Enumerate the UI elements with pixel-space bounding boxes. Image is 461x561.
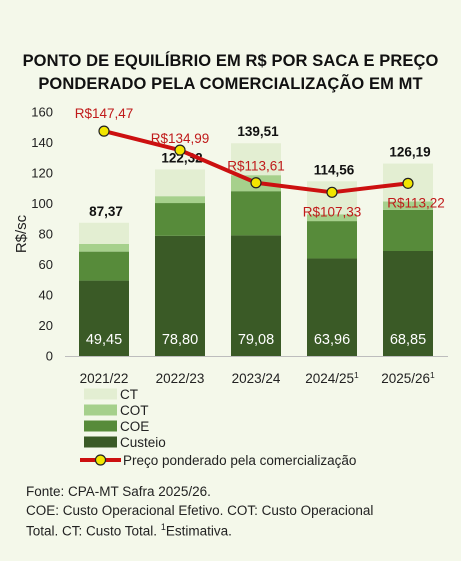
custeio-value-label: 79,08 (238, 332, 274, 348)
legend-label-ct: CT (120, 387, 138, 402)
definitions-note-continued: Total. CT: Custo Total. 1Estimativa. (26, 522, 232, 539)
y-tick-label: 100 (31, 196, 53, 211)
y-tick-label: 40 (39, 288, 53, 303)
total-value-label: 87,37 (89, 204, 123, 219)
bar-segment-cot (155, 196, 205, 204)
price-marker (98, 125, 110, 137)
y-tick-label: 80 (39, 227, 53, 242)
bar-segment-coe (155, 203, 205, 236)
bar-segment-custeio (231, 235, 281, 356)
bar-segment-coe (383, 209, 433, 252)
custeio-value-label: 63,96 (314, 332, 350, 348)
bar-segment-custeio (155, 235, 205, 356)
legend-swatch-price-marker (94, 454, 107, 466)
chart-title-line-2: PONDERADO PELA COMERCIALIZAÇÃO EM MT (38, 75, 423, 93)
total-value-label: 114,56 (314, 162, 355, 177)
estimate-superscript: 1 (160, 522, 166, 532)
legend-label-custeio: Custeio (120, 435, 166, 450)
bar-segment-ct (231, 143, 281, 176)
custeio-value-label: 68,85 (390, 332, 426, 348)
bar-segment-cot (307, 214, 357, 222)
y-tick-label: 140 (31, 135, 53, 150)
definitions-text: Total. CT: Custo Total. (26, 523, 161, 539)
bar-segment-ct (79, 222, 129, 244)
price-value-label: R$107,33 (303, 204, 362, 219)
bar-segment-custeio (383, 251, 433, 356)
price-value-label: R$147,47 (75, 106, 134, 121)
x-tick-label: 2022/23 (156, 371, 205, 386)
x-tick-label: 2023/24 (232, 371, 281, 386)
legend-swatch-custeio (84, 436, 117, 448)
bar-segment-coe (307, 221, 357, 259)
x-tick-superscript: 1 (430, 370, 435, 380)
estimate-text: Estimativa. (165, 523, 232, 539)
legend-swatch-ct (84, 388, 117, 400)
custeio-value-label: 49,45 (86, 332, 122, 348)
price-marker (174, 144, 186, 156)
legend-label-cot: COT (120, 403, 149, 418)
custeio-value-label: 78,80 (162, 332, 198, 348)
price-marker (326, 186, 338, 198)
bar-segment-coe (231, 191, 281, 236)
x-tick-label: 2025/261 (381, 370, 435, 386)
legend-swatch-cot (84, 404, 117, 416)
y-axis-label: R$/sc (13, 214, 30, 253)
y-tick-label: 20 (39, 318, 53, 333)
source-note: Fonte: CPA-MT Safra 2025/26. (26, 484, 211, 499)
legend-label-coe: COE (120, 419, 149, 434)
y-tick-label: 0 (46, 349, 53, 364)
x-tick-label: 2024/251 (305, 370, 359, 386)
price-value-label: R$134,99 (151, 131, 210, 146)
bar-segment-custeio (307, 258, 357, 356)
legend-label-price: Preço ponderado pela comercialização (123, 453, 356, 468)
bar-segment-cot (383, 201, 433, 210)
total-value-label: 139,51 (237, 124, 279, 139)
x-tick-superscript: 1 (354, 370, 359, 380)
bar-segment-custeio (79, 280, 129, 356)
price-marker (402, 177, 414, 189)
definitions-note: COE: Custo Operacional Efetivo. COT: Cus… (26, 503, 374, 518)
price-value-label: R$113,22 (387, 195, 445, 210)
legend-swatch-coe (84, 420, 117, 432)
chart-title-line-1: PONTO DE EQUILÍBRIO EM R$ POR SACA E PRE… (22, 52, 439, 70)
y-tick-label: 160 (31, 105, 53, 120)
y-tick-label: 60 (39, 257, 53, 272)
bar-segment-ct (155, 169, 205, 197)
bar-segment-cot (79, 243, 129, 252)
bar-segment-coe (79, 251, 129, 281)
price-value-label: R$113,61 (227, 159, 285, 174)
x-tick-label: 2021/22 (80, 371, 129, 386)
total-value-label: 126,19 (389, 145, 430, 160)
y-tick-label: 120 (31, 166, 53, 181)
price-marker (250, 177, 262, 189)
